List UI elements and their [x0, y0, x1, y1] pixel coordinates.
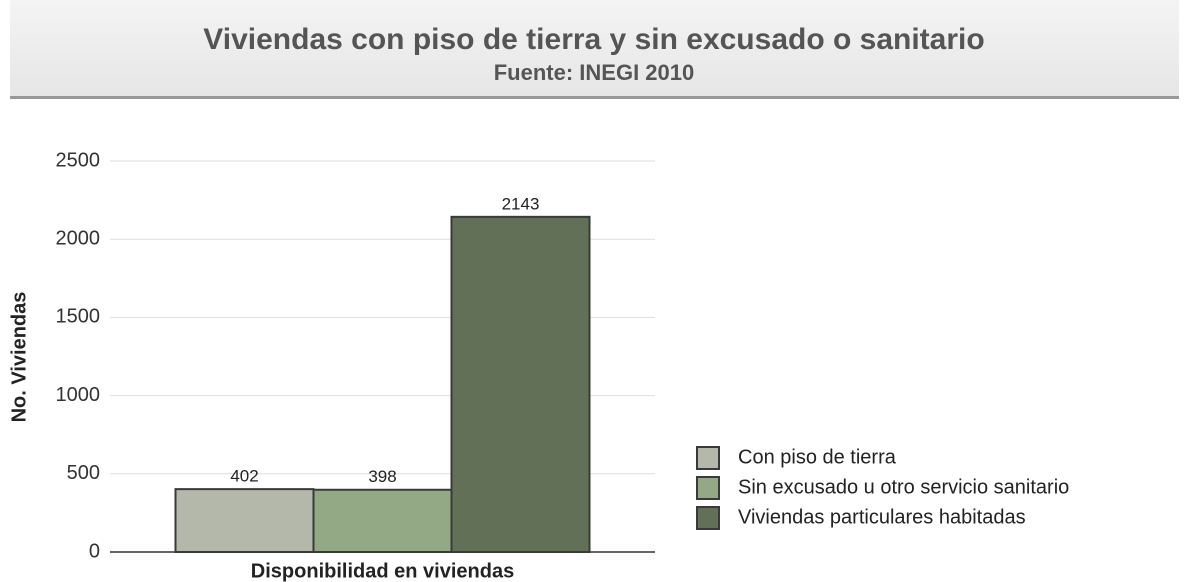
legend-label: Sin excusado u otro servicio sanitario: [738, 476, 1069, 498]
legend-swatch: [696, 506, 720, 530]
data-label: 398: [368, 467, 396, 486]
title-banner: [10, 0, 1179, 96]
bar: [312, 488, 453, 554]
banner-shadow: [10, 96, 1179, 99]
legend-label: Con piso de tierra: [738, 446, 897, 468]
legend-swatch: [696, 476, 720, 500]
y-tick-label: 500: [67, 462, 100, 484]
x-tick-label: Disponibilidad en viviendas: [251, 560, 514, 582]
legend-label: Viviendas particulares habitadas: [738, 506, 1026, 528]
y-tick-label: 1500: [56, 306, 101, 328]
chart-subtitle: Fuente: INEGI 2010: [494, 60, 695, 85]
y-tick-label: 0: [89, 540, 100, 562]
y-tick-label: 2500: [56, 149, 101, 171]
bar: [450, 215, 591, 553]
chart-title: Viviendas con piso de tierra y sin excus…: [203, 23, 984, 56]
legend-swatch: [696, 446, 720, 470]
data-label: 402: [230, 467, 258, 486]
y-tick-label: 2000: [56, 227, 101, 249]
data-label: 2143: [502, 194, 540, 213]
y-axis-title: No. Viviendas: [8, 292, 30, 423]
y-tick-label: 1000: [56, 384, 101, 406]
bar: [174, 488, 315, 553]
